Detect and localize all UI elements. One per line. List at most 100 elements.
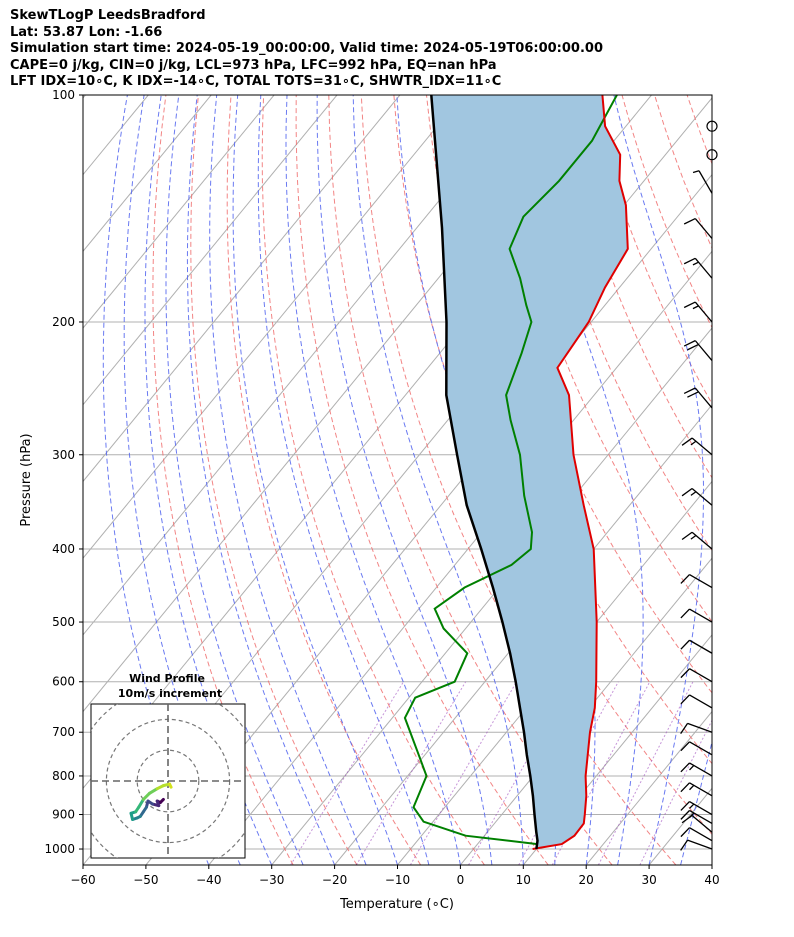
cin-shade [431, 95, 628, 849]
x-tick-label: 20 [579, 873, 594, 887]
hodograph-title: Wind Profile [129, 672, 205, 685]
x-tick-label: 10 [516, 873, 531, 887]
y-tick-label: 800 [52, 769, 75, 783]
temperature-line [532, 95, 629, 850]
wind-barb [683, 257, 713, 279]
wind-barb [683, 387, 713, 409]
mixing-ratio-line [597, 681, 694, 865]
mixing-ratio-line [355, 681, 467, 865]
moist-adiabat-line [232, 95, 398, 865]
wind-barb [680, 782, 713, 797]
isotherm-line [648, 787, 712, 865]
dewpoint-line [403, 95, 618, 846]
wind-barb [680, 800, 713, 816]
axis-ticks: −60 −50 −40 −30 −20 −10 0 10 20 30 40 1000 900 800 700… [44, 88, 719, 887]
wind-barb [681, 488, 713, 506]
isotherm-line [83, 95, 212, 253]
moist-adiabat-line [316, 95, 493, 865]
moist-adiabat-line [352, 95, 524, 865]
mixing-ratio-line [290, 681, 404, 865]
isotherm-line [83, 95, 464, 559]
x-tick-label: −60 [70, 873, 95, 887]
x-tick-label: −50 [133, 873, 158, 887]
dry-adiabat-line [654, 95, 712, 250]
wind-barb [680, 762, 713, 777]
x-tick-label: −20 [322, 873, 347, 887]
wind-barb [680, 573, 713, 589]
isotherm-line [83, 95, 86, 99]
moist-adiabat-line [186, 95, 336, 865]
isotherm-line [334, 403, 712, 865]
isotherm-line [271, 327, 712, 865]
x-axis-label: Temperature (∘C) [339, 897, 454, 912]
wind-barb [680, 839, 713, 851]
dry-adiabat-line [720, 95, 794, 865]
dry-adiabat-line [152, 95, 294, 865]
dry-adiabat-line [752, 95, 794, 865]
moist-adiabat-line [613, 95, 704, 865]
moist-adiabat-line [521, 95, 644, 865]
x-tick-label: 40 [704, 873, 719, 887]
wind-barb [681, 531, 713, 550]
hodograph-inset: Wind Profile 10m/s increment [90, 672, 246, 859]
wind-barb [683, 340, 713, 361]
x-tick-label: 0 [457, 873, 465, 887]
hodograph-area [91, 704, 245, 858]
wind-barb [692, 170, 713, 194]
header-station: SkewTLogP LeedsBradford [10, 8, 206, 23]
wind-barb [681, 814, 713, 833]
isotherm-line [522, 634, 712, 865]
y-tick-label: 300 [52, 448, 75, 462]
y-axis-label: Pressure (hPa) [19, 433, 34, 526]
wind-barb [680, 722, 713, 734]
moist-adiabat-line [144, 95, 273, 865]
isotherm-line [83, 95, 527, 636]
isotherm-line [397, 480, 712, 865]
x-tick-label: −30 [259, 873, 284, 887]
header-indices: LFT IDX=10∘C, K IDX=-14∘C, TOTAL TOTS=31… [10, 74, 502, 89]
moist-adiabat-line [285, 95, 461, 865]
dry-adiabat-line [261, 95, 485, 865]
wind-barb [680, 809, 713, 825]
y-tick-label: 1000 [44, 842, 75, 856]
y-tick-label: 200 [52, 315, 75, 329]
hodograph-subtitle: 10m/s increment [118, 687, 222, 700]
wind-barb [681, 437, 713, 456]
hodograph-segment [168, 782, 173, 789]
plot-area [83, 95, 794, 865]
dry-adiabat-line [226, 95, 422, 865]
isotherm-line [585, 710, 712, 865]
calm-barb [706, 149, 718, 161]
chart-header: SkewTLogP LeedsBradford Lat: 53.87 Lon: … [10, 8, 603, 91]
hodograph-ring [136, 749, 200, 813]
dry-adiabat-line [785, 95, 794, 865]
moist-adiabat-line [165, 95, 304, 865]
calm-barb [706, 120, 718, 132]
header-cape: CAPE=0 j/kg, CIN=0 j/kg, LCL=973 hPa, LF… [10, 57, 497, 73]
y-tick-label: 700 [52, 725, 75, 739]
dry-adiabat-line [190, 95, 358, 865]
wind-barb [680, 639, 713, 654]
mixing-ratio-line [639, 719, 712, 865]
wind-barb [680, 827, 713, 842]
y-tick-label: 600 [52, 675, 75, 689]
moist-adiabat-line [257, 95, 430, 865]
isotherm-line [83, 95, 338, 406]
y-tick-label: 500 [52, 615, 75, 629]
dry-adiabat-line [295, 95, 549, 865]
header-location: Lat: 53.87 Lon: -1.66 [10, 24, 163, 40]
x-tick-label: 30 [641, 873, 656, 887]
isotherm-line [711, 864, 712, 865]
wind-barb [680, 741, 713, 756]
wind-barb [680, 668, 713, 683]
y-tick-label: 400 [52, 542, 75, 556]
y-tick-label: 100 [52, 88, 75, 102]
parcel-line [430, 95, 539, 850]
wind-barb [683, 218, 713, 239]
isotherm-line [83, 95, 401, 483]
wind-barb [680, 608, 713, 623]
header-times: Simulation start time: 2024-05-19_00:00:… [10, 41, 603, 56]
dry-adiabat-line [621, 95, 712, 329]
wind-barb [680, 694, 713, 709]
